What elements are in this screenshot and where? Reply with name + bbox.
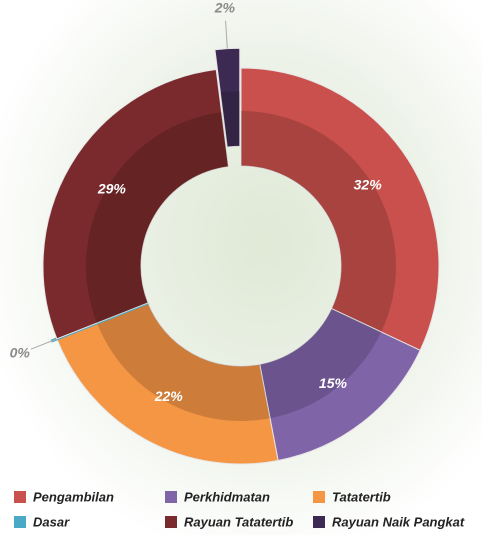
slice-shade	[241, 111, 396, 332]
legend-swatch	[14, 491, 26, 503]
slice	[240, 67, 440, 351]
data-label: 2%	[214, 0, 236, 15]
legend-swatch	[313, 516, 325, 528]
slice-shade	[96, 302, 271, 421]
legend-label: Dasar	[33, 514, 70, 529]
donut: 32% 15% 22% 0% 29% 2%	[10, 0, 440, 465]
data-label: 0%	[10, 344, 31, 360]
legend-swatch	[313, 491, 325, 503]
data-label: 22%	[154, 388, 184, 404]
data-label: 29%	[97, 180, 127, 196]
legend-label: Perkhidmatan	[184, 489, 270, 504]
legend: Pengambilan Perkhidmatan Tatatertib Dasar Ra…	[14, 489, 465, 529]
slice-shade	[220, 91, 240, 148]
legend-label: Rayuan Naik Pangkat	[332, 514, 465, 529]
legend-swatch	[165, 491, 177, 503]
slice	[42, 69, 230, 340]
legend-swatch	[14, 516, 26, 528]
data-label: 32%	[354, 176, 383, 192]
data-label: 15%	[319, 375, 348, 391]
leader-line	[30, 338, 58, 350]
legend-label: Rayuan Tatatertib	[184, 514, 293, 529]
legend-label: Tatatertib	[332, 489, 391, 504]
slice-shade	[86, 112, 229, 324]
legend-label: Pengambilan	[33, 489, 114, 504]
slice-shade	[259, 308, 382, 419]
leader-line	[225, 20, 228, 49]
slice	[214, 47, 241, 148]
slice	[56, 302, 279, 465]
legend-swatch	[165, 516, 177, 528]
